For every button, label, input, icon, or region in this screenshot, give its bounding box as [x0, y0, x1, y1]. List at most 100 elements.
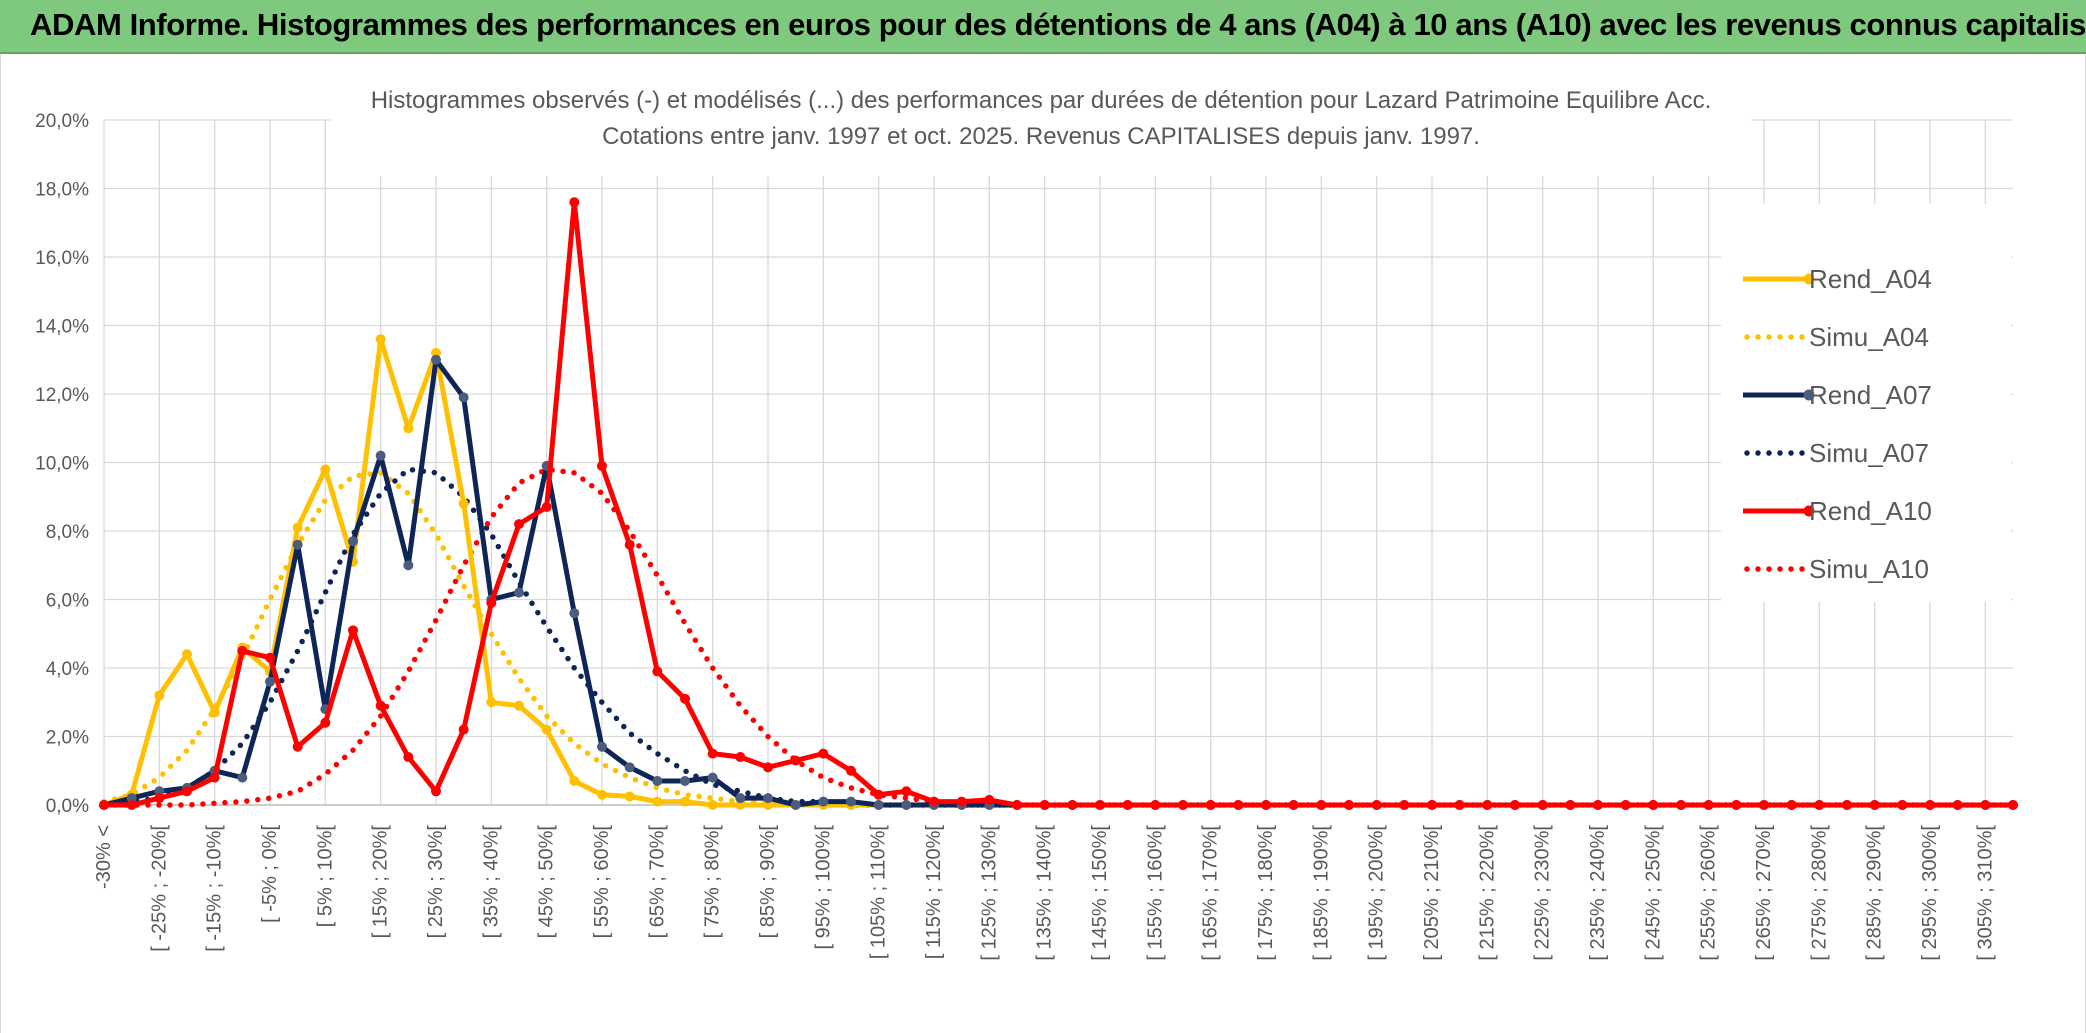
data-point [1482, 800, 1493, 810]
data-point [1399, 800, 1410, 810]
data-point [569, 608, 580, 619]
data-point [1814, 800, 1825, 810]
data-point [1012, 800, 1022, 810]
data-point [1925, 800, 1935, 810]
y-tick-label: 6,0% [46, 591, 89, 612]
data-point [1759, 800, 1769, 810]
data-point [652, 776, 663, 787]
data-point [237, 645, 248, 656]
legend-label: Rend_A10 [1809, 496, 1932, 526]
data-point [790, 800, 801, 810]
data-point [292, 539, 303, 550]
x-tick-label: [ 275% ; 280%[ [1808, 825, 1830, 961]
x-tick-label: [ 165% ; 170%[ [1200, 825, 1222, 961]
data-point [707, 748, 718, 759]
y-tick-label: 8,0% [46, 522, 89, 543]
legend-label: Simu_A10 [1809, 554, 1929, 584]
legend-item: Rend_A04 [1743, 264, 1932, 294]
data-point [403, 423, 414, 434]
data-point [735, 800, 746, 810]
data-point [624, 762, 635, 773]
data-point [292, 522, 303, 533]
data-point [209, 772, 220, 783]
legend-marker [1803, 389, 1815, 401]
x-tick-label: [ 55% ; 60%[ [591, 825, 613, 939]
data-point [1122, 800, 1133, 810]
data-point [624, 791, 635, 802]
x-tick-label: [ 225% ; 230%[ [1532, 825, 1554, 961]
data-point [846, 796, 856, 807]
x-tick-label: [ 265% ; 270%[ [1753, 825, 1775, 961]
data-point [873, 800, 884, 810]
legend-item: Simu_A07 [1744, 438, 1929, 468]
data-point [680, 796, 690, 807]
x-tick-label: [ 115% ; 120%[ [923, 825, 945, 960]
data-point [458, 724, 469, 735]
data-point [1676, 800, 1686, 810]
data-point [763, 793, 773, 804]
y-tick-label: 2,0% [46, 728, 89, 749]
data-point [182, 649, 192, 660]
x-tick-label: [ 95% ; 100%[ [812, 825, 834, 950]
data-point [403, 560, 414, 571]
series-rend-a10 [99, 197, 2018, 810]
data-point [237, 772, 248, 783]
x-tick-label: [ 105% ; 110%[ [868, 825, 890, 960]
data-point [680, 693, 690, 704]
data-point [1427, 800, 1437, 810]
y-axis: 0,0% 2,0% 4,0% 6,0% 8,0% 10,0% 12,0% 14,0% 16,0%… [35, 111, 89, 817]
data-point [1261, 800, 1271, 810]
x-tick-label: [ 175% ; 180%[ [1255, 825, 1277, 961]
data-point [929, 796, 939, 807]
x-tick-label: [ 125% ; 130%[ [978, 825, 1000, 961]
x-tick-label: [ 15% ; 20%[ [370, 825, 392, 939]
legend-item: Simu_A10 [1744, 554, 1929, 584]
x-tick-label: [ 295% ; 300%[ [1919, 825, 1941, 961]
x-tick-label: [ 75% ; 80%[ [702, 825, 724, 939]
data-point [1565, 800, 1576, 810]
data-point [1703, 800, 1714, 810]
series-layer [99, 197, 2018, 810]
x-tick-label: [ 25% ; 30%[ [425, 825, 447, 939]
legend-marker [1803, 273, 1815, 285]
x-tick-label: [ 285% ; 290%[ [1864, 825, 1886, 961]
y-tick-label: 14,0% [35, 317, 89, 338]
y-tick-label: 16,0% [35, 248, 89, 269]
title-background [331, 76, 1751, 176]
data-point [375, 334, 386, 345]
x-tick-label: [ 5% ; 10%[ [314, 825, 336, 928]
legend-item: Rend_A10 [1743, 496, 1932, 526]
data-point [320, 717, 331, 728]
data-point [1095, 800, 1105, 810]
data-point [99, 800, 109, 810]
data-point [763, 762, 773, 773]
data-point [1869, 800, 1880, 810]
data-point [292, 741, 303, 752]
x-tick-label: [ 205% ; 210%[ [1421, 825, 1443, 961]
x-tick-label: [ 155% ; 160%[ [1144, 825, 1166, 961]
data-point [1344, 800, 1354, 810]
data-point [126, 793, 137, 804]
data-point [956, 796, 967, 807]
legend-label: Rend_A04 [1809, 264, 1932, 294]
data-point [1648, 800, 1659, 810]
x-tick-label: [ 195% ; 200%[ [1366, 825, 1388, 961]
data-point [846, 765, 856, 776]
y-tick-label: 0,0% [46, 796, 89, 817]
legend-label: Simu_A07 [1809, 438, 1929, 468]
data-point [680, 776, 690, 787]
x-axis: -30% < [ -25% ; -20%[[ -15% ; -10%[[ -5% … [93, 825, 1996, 961]
data-point [541, 502, 552, 513]
data-point [403, 752, 414, 763]
data-point [514, 587, 524, 598]
legend-background [1721, 204, 2011, 602]
legend-label: Rend_A07 [1809, 380, 1932, 410]
data-point [569, 197, 580, 208]
x-tick-label: [ 305% ; 310%[ [1974, 825, 1996, 961]
header-title: ADAM Informe. Histogrammes des performan… [30, 7, 2086, 42]
data-point [541, 724, 552, 735]
data-point [1039, 800, 1050, 810]
data-point [182, 786, 192, 797]
data-point [1150, 800, 1161, 810]
data-point [735, 793, 746, 804]
